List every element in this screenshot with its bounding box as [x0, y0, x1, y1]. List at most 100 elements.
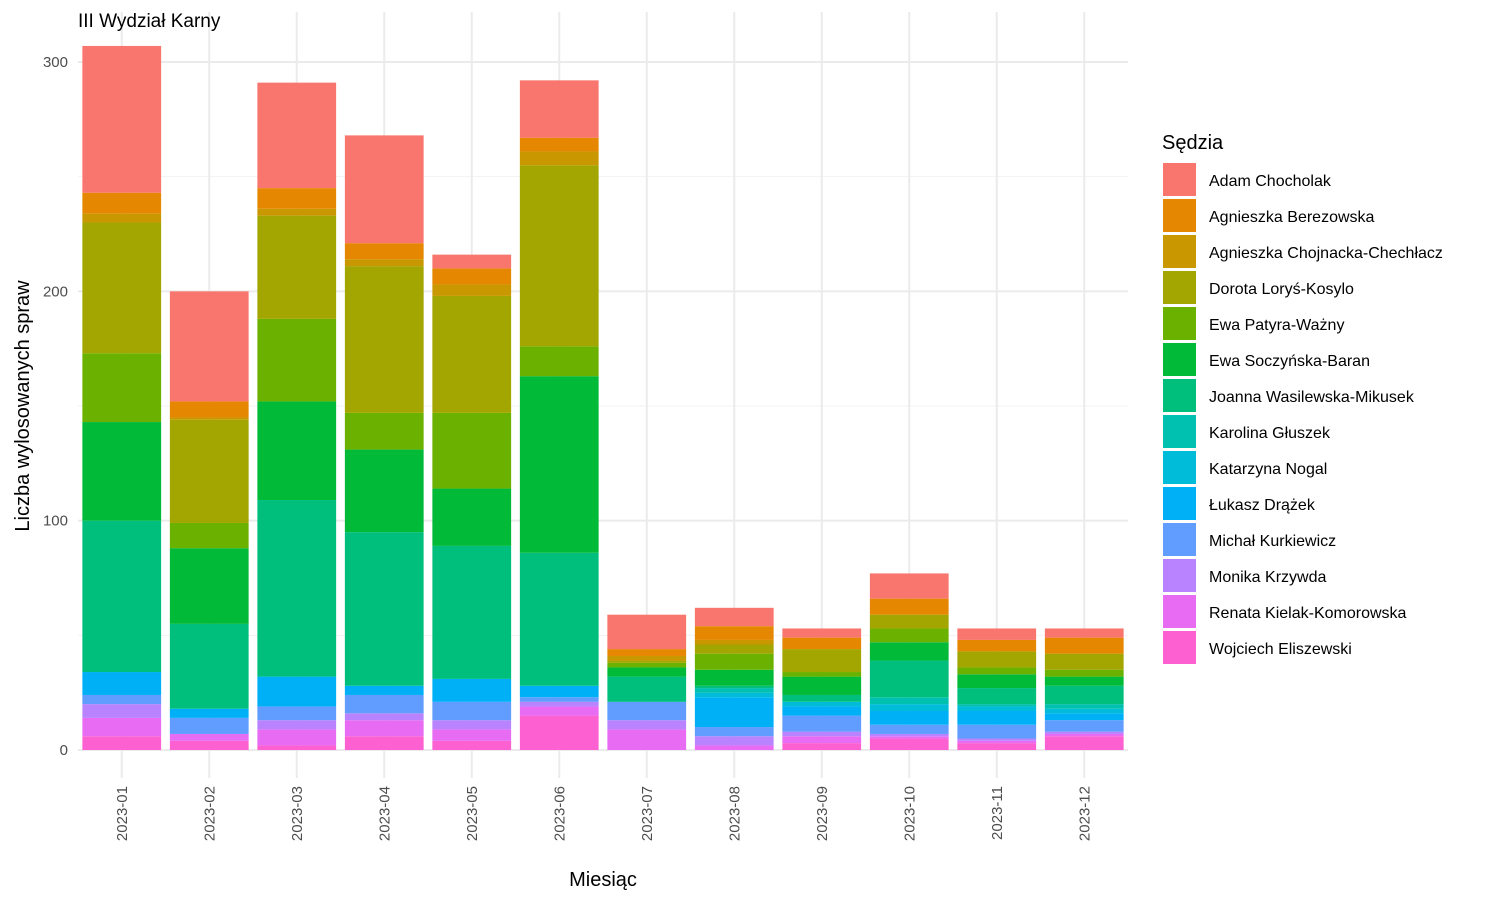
bar-segment	[957, 706, 1037, 712]
legend-swatch	[1163, 631, 1196, 664]
legend-swatch	[1163, 271, 1196, 304]
bar-segment	[1044, 713, 1124, 721]
x-tick-label: 2023-01	[114, 786, 131, 841]
bar-segment	[694, 697, 774, 728]
legend-swatch	[1163, 307, 1196, 340]
legend-label: Michał Kurkiewicz	[1209, 533, 1336, 550]
bar-segment	[957, 743, 1037, 750]
bar-segment	[344, 243, 424, 260]
bar-segment	[169, 740, 249, 750]
bar-segment	[694, 626, 774, 640]
bar-segment	[1044, 731, 1124, 734]
bar-segment	[694, 639, 774, 645]
bar-segment	[344, 720, 424, 737]
bar-segment	[344, 259, 424, 267]
bar-segment	[607, 701, 687, 721]
bar-segment	[432, 488, 512, 546]
legend-swatch	[1163, 415, 1196, 448]
bar-segment	[82, 353, 162, 423]
legend-label: Dorota Loryś-Kosylo	[1209, 281, 1354, 298]
x-tick-label: 2023-07	[639, 786, 656, 841]
bar-segment	[1044, 628, 1124, 638]
legend-label: Agnieszka Berezowska	[1209, 209, 1375, 226]
bar-segment	[869, 598, 949, 615]
bar-segment	[782, 637, 862, 650]
bar-segment	[694, 653, 774, 670]
bar-segment	[257, 729, 337, 746]
legend-label: Wojciech Eliszewski	[1209, 641, 1352, 658]
bar-segment	[82, 222, 162, 354]
bar-segment	[344, 713, 424, 721]
legend-label: Ewa Patyra-Ważny	[1209, 317, 1344, 334]
x-tick-label: 2023-10	[901, 786, 918, 841]
bar-segment	[782, 715, 862, 732]
legend-swatch	[1163, 559, 1196, 592]
legend-label: Adam Chocholak	[1209, 173, 1332, 190]
bar-segment	[257, 318, 337, 402]
bar-segment	[869, 704, 949, 712]
bar-segment	[169, 708, 249, 718]
bar-segment	[1044, 733, 1124, 737]
bar-segment	[607, 667, 687, 677]
bar-segment	[1044, 637, 1124, 654]
y-tick-label: 200	[43, 283, 68, 300]
bar-segment	[694, 644, 774, 654]
bar-segment	[1044, 653, 1124, 670]
bar-segment	[432, 545, 512, 679]
bar-segment	[957, 724, 1037, 739]
bar-segment	[519, 697, 599, 702]
bar-segment	[344, 736, 424, 750]
bar-segment	[519, 685, 599, 698]
bar-segment	[782, 676, 862, 695]
bar-segment	[782, 672, 862, 677]
bar-segment	[869, 573, 949, 599]
legend-label: Monika Krzywda	[1209, 569, 1326, 586]
bar-segment	[82, 717, 162, 737]
bar-segment	[432, 295, 512, 413]
bar-segment	[432, 268, 512, 285]
bar-segment	[607, 676, 687, 702]
bar-segment	[519, 151, 599, 166]
x-axis-title: Miesiąc	[569, 869, 637, 891]
bar-segment	[169, 417, 249, 420]
x-axis-ticks: 2023-01 2023-02 2023-03 2023-04 2023-05 2023-…	[114, 786, 1094, 841]
bar-segment	[169, 419, 249, 523]
bar-segment	[694, 745, 774, 750]
legend-label: Ewa Soczyńska-Baran	[1209, 353, 1370, 370]
bar-segment	[257, 215, 337, 319]
bar-segment	[432, 701, 512, 721]
bar-segment	[169, 733, 249, 741]
bar-segment	[869, 660, 949, 698]
bar-segment	[1044, 676, 1124, 686]
bar-segment	[169, 401, 249, 418]
bar-segment	[607, 720, 687, 730]
bar-segment	[869, 736, 949, 739]
bars	[82, 45, 1124, 750]
bar-segment	[82, 422, 162, 521]
bar-segment	[869, 642, 949, 661]
bar-segment	[607, 649, 687, 656]
bar-segment	[169, 291, 249, 402]
bar-segment	[869, 711, 949, 725]
bar-segment	[782, 706, 862, 716]
bar-segment	[607, 614, 687, 650]
y-axis-title: Liczba wylosowanych spraw	[12, 280, 34, 532]
bar-segment	[694, 727, 774, 737]
bar-segment	[432, 254, 512, 269]
bar-segment	[519, 552, 599, 686]
bar-segment	[869, 628, 949, 643]
legend-label: Katarzyna Nogal	[1209, 461, 1327, 478]
bar-segment	[694, 736, 774, 746]
bar-segment	[169, 623, 249, 709]
bar-segment	[344, 685, 424, 695]
x-tick-label: 2023-11	[989, 786, 1006, 840]
bar-segment	[82, 520, 162, 673]
bar-segment	[694, 688, 774, 693]
bar-segment	[257, 720, 337, 730]
y-axis-ticks: 0 100 200 300	[43, 54, 68, 759]
bar-segment	[782, 694, 862, 702]
bar-segment	[782, 731, 862, 737]
bar-segment	[607, 662, 687, 668]
x-tick-label: 2023-12	[1076, 786, 1093, 841]
bar-segment	[432, 740, 512, 750]
